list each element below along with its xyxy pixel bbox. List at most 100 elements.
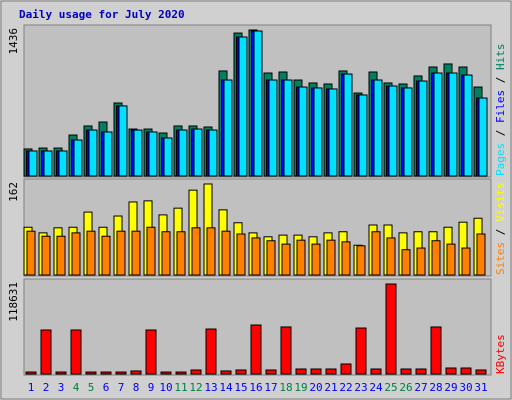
bar: [385, 283, 397, 375]
bar: [56, 235, 66, 276]
bar: [418, 80, 428, 177]
x-tick-label: 26: [399, 381, 412, 394]
bar: [85, 371, 97, 375]
bar: [388, 85, 398, 177]
legend: Sites / Visits: [494, 182, 507, 275]
bar: [250, 324, 262, 375]
bar: [341, 241, 351, 276]
bar: [325, 368, 337, 375]
bar: [328, 88, 338, 177]
bar: [71, 232, 81, 276]
bar: [191, 227, 201, 276]
x-tick-label: 25: [384, 381, 397, 394]
bar: [446, 243, 456, 276]
bar: [371, 231, 381, 276]
legend-entry: Visits: [494, 182, 507, 222]
x-tick-label: 3: [58, 381, 65, 394]
bar: [343, 73, 353, 177]
bar: [340, 363, 352, 375]
bar: [430, 326, 442, 375]
bar: [280, 326, 292, 375]
bar: [130, 370, 142, 375]
bar: [355, 327, 367, 375]
y-tick-label: 118631: [7, 282, 20, 322]
legend: Pages / Files / Hits: [494, 44, 507, 177]
bar: [176, 231, 186, 276]
bar: [296, 239, 306, 276]
x-tick-label: 22: [339, 381, 352, 394]
x-tick-label: 12: [189, 381, 202, 394]
bar: [283, 79, 293, 177]
bar: [131, 230, 141, 276]
bar: [25, 371, 37, 375]
legend-entry: KBytes: [494, 334, 507, 374]
x-tick-label: 5: [88, 381, 95, 394]
legend-separator: /: [494, 222, 507, 242]
bar: [190, 369, 202, 375]
bar: [28, 150, 38, 177]
bar: [146, 226, 156, 276]
legend: KBytes: [494, 334, 507, 374]
bar: [400, 368, 412, 375]
x-tick-label: 21: [324, 381, 337, 394]
bar: [133, 129, 143, 177]
x-tick-label: 23: [354, 381, 367, 394]
bar: [100, 371, 112, 375]
x-tick-label: 1: [28, 381, 35, 394]
bar: [43, 150, 53, 177]
chart-title: Daily usage for July 2020: [19, 8, 185, 21]
bar: [236, 233, 246, 276]
bar: [401, 249, 411, 276]
bar: [70, 329, 82, 375]
bar: [416, 247, 426, 276]
bar: [386, 237, 396, 276]
bar: [475, 369, 487, 375]
x-tick-label: 13: [204, 381, 217, 394]
legend-separator: /: [494, 70, 507, 90]
bar: [58, 150, 68, 177]
bar: [431, 240, 441, 276]
bar: [103, 131, 113, 177]
bar: [145, 329, 157, 375]
x-tick-label: 19: [294, 381, 307, 394]
x-tick-label: 28: [429, 381, 442, 394]
bar: [55, 371, 67, 375]
bar: [73, 139, 83, 177]
bar: [101, 235, 111, 276]
bar: [266, 240, 276, 276]
bar: [208, 129, 218, 177]
bar: [295, 368, 307, 375]
bar: [313, 87, 323, 177]
bar: [148, 131, 158, 177]
legend-entry: Files: [494, 90, 507, 123]
x-tick-label: 29: [444, 381, 457, 394]
bar: [220, 370, 232, 375]
legend-entry: Hits: [494, 44, 507, 71]
bar: [26, 230, 36, 276]
x-tick-label: 7: [118, 381, 125, 394]
bar: [403, 87, 413, 177]
bar: [86, 230, 96, 276]
x-tick-label: 6: [103, 381, 110, 394]
x-tick-label: 27: [414, 381, 427, 394]
bar: [281, 243, 291, 276]
bar: [460, 367, 472, 375]
bar: [356, 245, 366, 276]
bar: [265, 369, 277, 375]
x-tick-label: 15: [234, 381, 247, 394]
bar: [163, 137, 173, 177]
bar: [253, 30, 263, 177]
bar: [358, 94, 368, 177]
bar: [175, 371, 187, 375]
x-tick-label: 11: [174, 381, 187, 394]
x-tick-label: 17: [264, 381, 277, 394]
x-tick-label: 24: [369, 381, 383, 394]
bar: [370, 368, 382, 375]
bar: [221, 230, 231, 276]
bar: [161, 231, 171, 276]
x-tick-label: 9: [148, 381, 155, 394]
bar: [206, 227, 216, 276]
x-tick-label: 30: [459, 381, 472, 394]
